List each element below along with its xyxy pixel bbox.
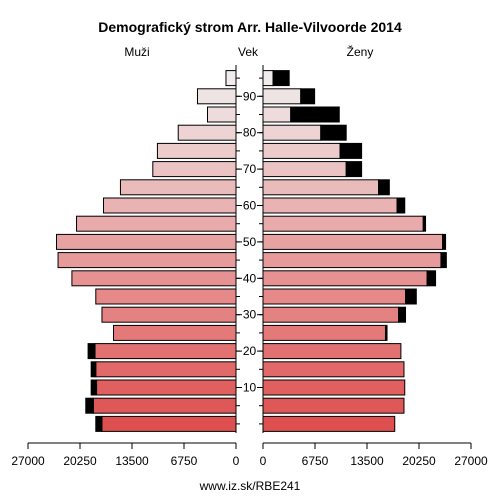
female-excess-bar <box>290 106 340 123</box>
age-tick-label: 40 <box>243 271 257 285</box>
male-bar <box>56 233 237 250</box>
male-excess-bar <box>87 343 96 360</box>
male-bar <box>95 361 237 378</box>
male-bar <box>94 343 237 360</box>
male-excess-bar <box>85 397 94 414</box>
male-excess-bar <box>90 361 97 378</box>
male-bar <box>156 142 237 159</box>
age-tick-label: 10 <box>243 381 257 395</box>
male-bar <box>92 397 237 414</box>
chart-title: Demografický strom Arr. Halle-Vilvoorde … <box>98 19 402 35</box>
female-bar <box>262 197 398 214</box>
female-excess-bar <box>441 233 447 250</box>
male-bar <box>113 324 237 341</box>
female-bar <box>262 106 292 123</box>
age-tick-label: 70 <box>243 162 257 176</box>
female-bar <box>262 415 396 432</box>
female-excess-bar <box>426 270 437 287</box>
male-bar <box>152 161 237 178</box>
male-x-tick-label: 13500 <box>115 454 149 468</box>
female-excess-bar <box>272 70 290 87</box>
male-bar <box>95 288 237 305</box>
male-excess-bar <box>95 415 103 432</box>
age-tick-label: 80 <box>243 126 257 140</box>
female-excess-bar <box>422 215 427 232</box>
female-bar <box>262 397 405 414</box>
male-bar <box>57 252 237 269</box>
female-bar <box>262 215 424 232</box>
female-excess-bar <box>300 88 316 105</box>
female-x-tick-label: 6750 <box>302 454 329 468</box>
male-x-tick-label: 27000 <box>11 454 45 468</box>
age-tick-label: 30 <box>243 308 257 322</box>
female-bar <box>262 88 302 105</box>
male-bar <box>76 215 237 232</box>
age-tick-label: 50 <box>243 235 257 249</box>
male-bar <box>177 124 237 141</box>
female-excess-bar <box>440 252 447 269</box>
female-x-tick-label: 20250 <box>402 454 436 468</box>
female-excess-bar <box>345 161 363 178</box>
male-excess-bar <box>90 379 98 396</box>
footer-url: www.iz.sk/RBE241 <box>199 479 301 493</box>
female-bar <box>262 306 400 323</box>
female-bar <box>262 70 274 87</box>
male-bar <box>101 415 237 432</box>
female-bar <box>262 324 386 341</box>
male-bar <box>96 379 237 396</box>
male-x-tick-label: 6750 <box>171 454 198 468</box>
female-bar <box>262 142 341 159</box>
male-bar <box>196 88 237 105</box>
male-bar <box>102 197 237 214</box>
male-bar <box>225 70 237 87</box>
female-bar <box>262 179 380 196</box>
age-tick-label: 60 <box>243 199 257 213</box>
female-excess-bar <box>378 179 390 196</box>
female-bar <box>262 270 428 287</box>
female-bar <box>262 288 407 305</box>
age-tick-label: 20 <box>243 344 257 358</box>
female-bar <box>262 361 405 378</box>
male-bar <box>101 306 237 323</box>
male-bar <box>71 270 237 287</box>
female-excess-bar <box>405 288 417 305</box>
age-label: Vek <box>238 45 259 59</box>
male-x-tick-label: 0 <box>233 454 240 468</box>
male-bar <box>206 106 237 123</box>
female-bar <box>262 161 347 178</box>
female-bar <box>262 252 442 269</box>
female-excess-bar <box>398 306 407 323</box>
male-bar <box>119 179 237 196</box>
female-bar <box>262 233 443 250</box>
axes-group: 10 20 30 40 50 60 70 80 90 27000 20250 13500 6750 0 0 6… <box>11 65 488 468</box>
female-excess-bar <box>339 142 363 159</box>
female-excess-bar <box>396 197 406 214</box>
female-x-tick-label: 0 <box>260 454 267 468</box>
bar-group <box>56 70 447 432</box>
female-excess-bar <box>320 124 347 141</box>
male-label: Muži <box>124 45 149 59</box>
female-bar <box>262 379 406 396</box>
female-x-tick-label: 13500 <box>350 454 384 468</box>
female-bar <box>262 124 322 141</box>
female-x-tick-label: 27000 <box>454 454 488 468</box>
age-tick-label: 90 <box>243 89 257 103</box>
female-bar <box>262 343 402 360</box>
male-x-tick-label: 20250 <box>63 454 97 468</box>
female-excess-bar <box>384 324 388 341</box>
female-label: Ženy <box>347 44 374 59</box>
